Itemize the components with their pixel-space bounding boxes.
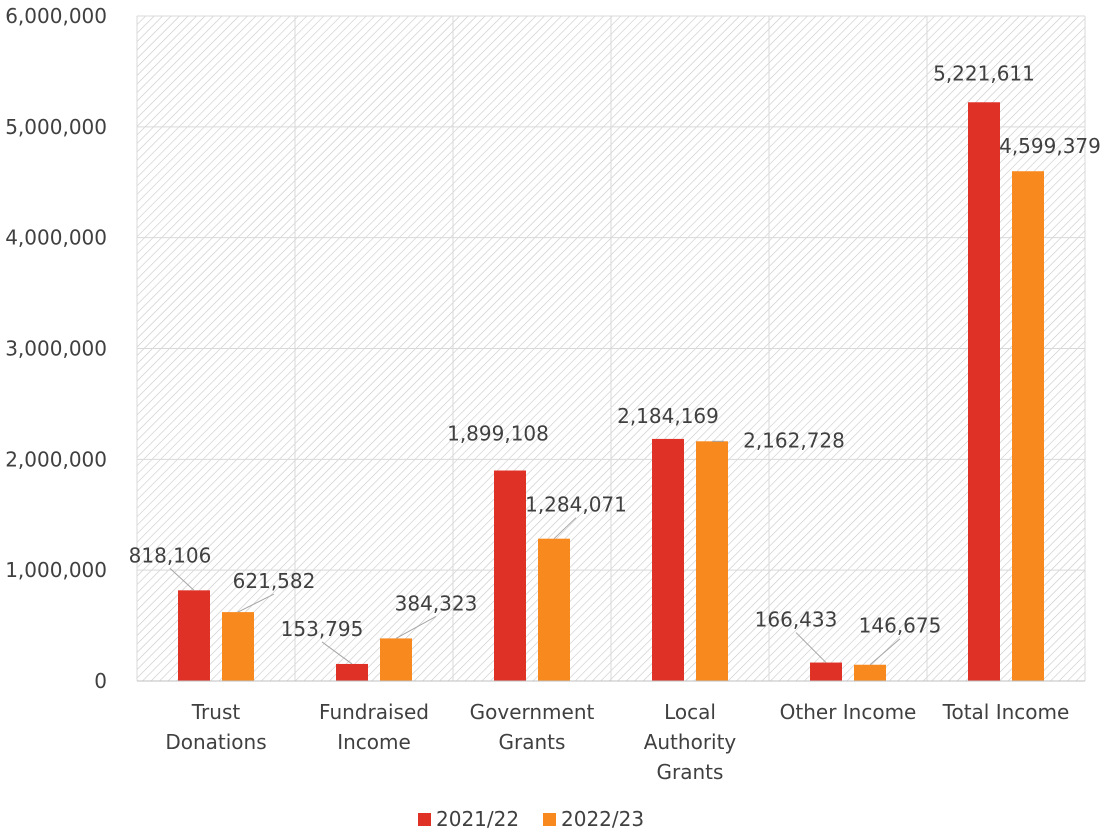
bar-2022-23 — [854, 664, 886, 681]
x-category-label: Government — [470, 700, 595, 724]
x-category-label: Fundraised — [319, 700, 429, 724]
gridlines — [136, 15, 1086, 681]
y-tick-label: 5,000,000 — [5, 115, 107, 139]
x-category-label: Income — [337, 730, 411, 754]
data-label: 818,106 — [129, 543, 212, 567]
y-tick-label: 0 — [94, 669, 107, 693]
legend-label: 2021/22 — [436, 807, 519, 831]
y-axis: 0 1,000,000 2,000,000 3,000,000 4,000,000 5,0… — [5, 4, 107, 693]
bar-2021-22 — [810, 662, 842, 681]
bars — [178, 102, 1044, 682]
x-category-label: Donations — [165, 730, 266, 754]
bar-2022-23 — [380, 638, 412, 681]
data-labels: 818,106 621,582 153,795 384,323 1,899,108 1,2… — [129, 61, 1101, 641]
legend-swatch — [418, 813, 431, 826]
x-category-label: Grants — [499, 730, 566, 754]
leader-line — [795, 632, 827, 663]
label-leader-lines — [169, 440, 901, 666]
legend-label: 2022/23 — [561, 807, 644, 831]
leader-line — [553, 517, 577, 540]
data-label: 621,582 — [233, 569, 316, 593]
data-label: 384,323 — [395, 591, 478, 615]
y-tick-label: 6,000,000 — [5, 4, 107, 28]
data-label: 2,184,169 — [617, 404, 719, 428]
bar-2021-22 — [178, 590, 210, 681]
leader-line — [869, 638, 901, 666]
x-category-label: Other Income — [780, 700, 917, 724]
leader-line — [237, 593, 275, 613]
data-label: 1,899,108 — [447, 422, 549, 446]
bar-2021-22 — [652, 438, 684, 681]
leader-line — [395, 615, 437, 639]
y-tick-label: 2,000,000 — [5, 447, 107, 471]
bar-2022-23 — [1012, 171, 1044, 682]
x-axis: Trust Donations Fundraised Income Government… — [137, 680, 1085, 784]
data-label: 4,599,379 — [999, 134, 1101, 158]
bar-2021-22 — [968, 102, 1000, 682]
x-category-label: Grants — [657, 760, 724, 784]
bar-2022-23 — [538, 538, 570, 681]
y-tick-label: 3,000,000 — [5, 337, 107, 361]
data-label: 153,795 — [281, 617, 364, 641]
x-category-label: Authority — [644, 730, 737, 754]
x-category-label: Trust — [191, 700, 241, 724]
data-label: 5,221,611 — [933, 61, 1035, 85]
bar-2021-22 — [494, 470, 526, 681]
x-category-label: Local — [664, 700, 716, 724]
legend: 2021/22 2022/23 — [418, 807, 644, 831]
data-label: 2,162,728 — [743, 428, 845, 452]
leader-line — [169, 567, 195, 591]
bar-2021-22 — [336, 663, 368, 681]
legend-swatch — [543, 813, 556, 826]
bar-2022-23 — [222, 612, 254, 681]
data-label: 166,433 — [755, 608, 838, 632]
data-label: 1,284,071 — [525, 493, 627, 517]
bar-2022-23 — [696, 441, 728, 681]
leader-line — [321, 641, 353, 665]
x-category-label: Total Income — [942, 700, 1070, 724]
data-label: 146,675 — [859, 614, 942, 638]
y-tick-label: 4,000,000 — [5, 226, 107, 250]
y-tick-label: 1,000,000 — [5, 558, 107, 582]
